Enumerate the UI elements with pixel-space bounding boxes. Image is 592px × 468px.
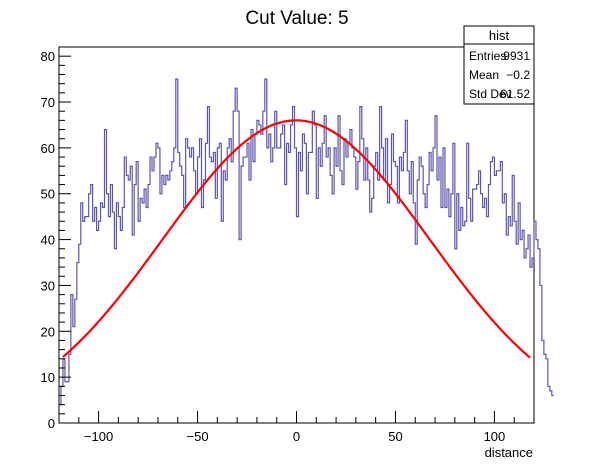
chart-title: Cut Value: 5	[245, 8, 348, 29]
stats-stddev-value: 61.52	[500, 87, 530, 101]
stats-box-title: hist	[489, 28, 510, 43]
y-tick-label: 60	[41, 141, 55, 156]
y-tick-label: 50	[41, 187, 55, 202]
x-tick-label: 100	[484, 429, 506, 444]
plot-area: 0 10 20 30 40 50 60 70 80 −100 −50 0 50 100	[41, 46, 554, 444]
y-tick-label: 40	[41, 233, 55, 248]
stats-box-frame	[463, 25, 535, 105]
stats-box: hist Entries 9931 Mean −0.2 Std Dev 61.5…	[463, 25, 535, 105]
x-tick-label: −100	[84, 429, 113, 444]
x-tick-label: 50	[388, 429, 402, 444]
stats-mean-value: −0.2	[506, 68, 530, 82]
fit-curve	[62, 119, 531, 359]
y-tick-label: 10	[41, 370, 55, 385]
y-tick-label: 0	[48, 416, 55, 431]
y-tick-label: 20	[41, 324, 55, 339]
x-tick-label: 0	[293, 429, 300, 444]
stats-entries-label: Entries	[469, 49, 506, 63]
x-axis-title: distance	[485, 445, 533, 460]
x-tick-label: −50	[187, 429, 209, 444]
histogram-series	[59, 78, 554, 406]
stats-mean-label: Mean	[469, 68, 499, 82]
stats-entries-value: 9931	[503, 49, 530, 63]
y-tick-label: 80	[41, 49, 55, 64]
y-tick-label: 30	[41, 278, 55, 293]
stats-stddev-label: Std Dev	[469, 87, 512, 101]
y-tick-label: 70	[41, 95, 55, 110]
